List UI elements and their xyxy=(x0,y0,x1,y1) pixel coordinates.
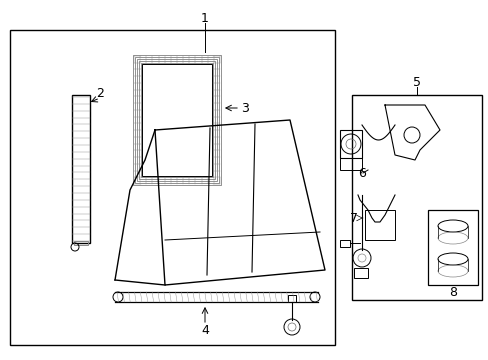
Bar xyxy=(141,63,213,177)
Text: 2: 2 xyxy=(96,86,104,99)
Bar xyxy=(339,240,349,247)
Bar xyxy=(427,210,477,285)
Bar xyxy=(364,210,394,240)
Bar xyxy=(351,95,481,300)
Bar xyxy=(10,30,334,345)
Bar xyxy=(135,57,219,183)
Text: 8: 8 xyxy=(448,285,456,298)
Bar xyxy=(139,61,215,179)
Text: 6: 6 xyxy=(357,166,365,180)
Bar xyxy=(287,295,295,302)
Text: 7: 7 xyxy=(349,212,357,225)
Text: 4: 4 xyxy=(201,324,208,337)
Bar xyxy=(339,130,361,158)
Bar xyxy=(133,55,221,185)
Bar xyxy=(339,158,361,170)
Bar xyxy=(142,64,212,176)
Bar xyxy=(137,59,217,181)
Bar xyxy=(72,95,90,243)
Bar xyxy=(74,241,88,245)
Text: 1: 1 xyxy=(201,12,208,24)
Text: 3: 3 xyxy=(241,102,248,114)
Bar xyxy=(353,268,367,278)
Text: 5: 5 xyxy=(412,76,420,89)
